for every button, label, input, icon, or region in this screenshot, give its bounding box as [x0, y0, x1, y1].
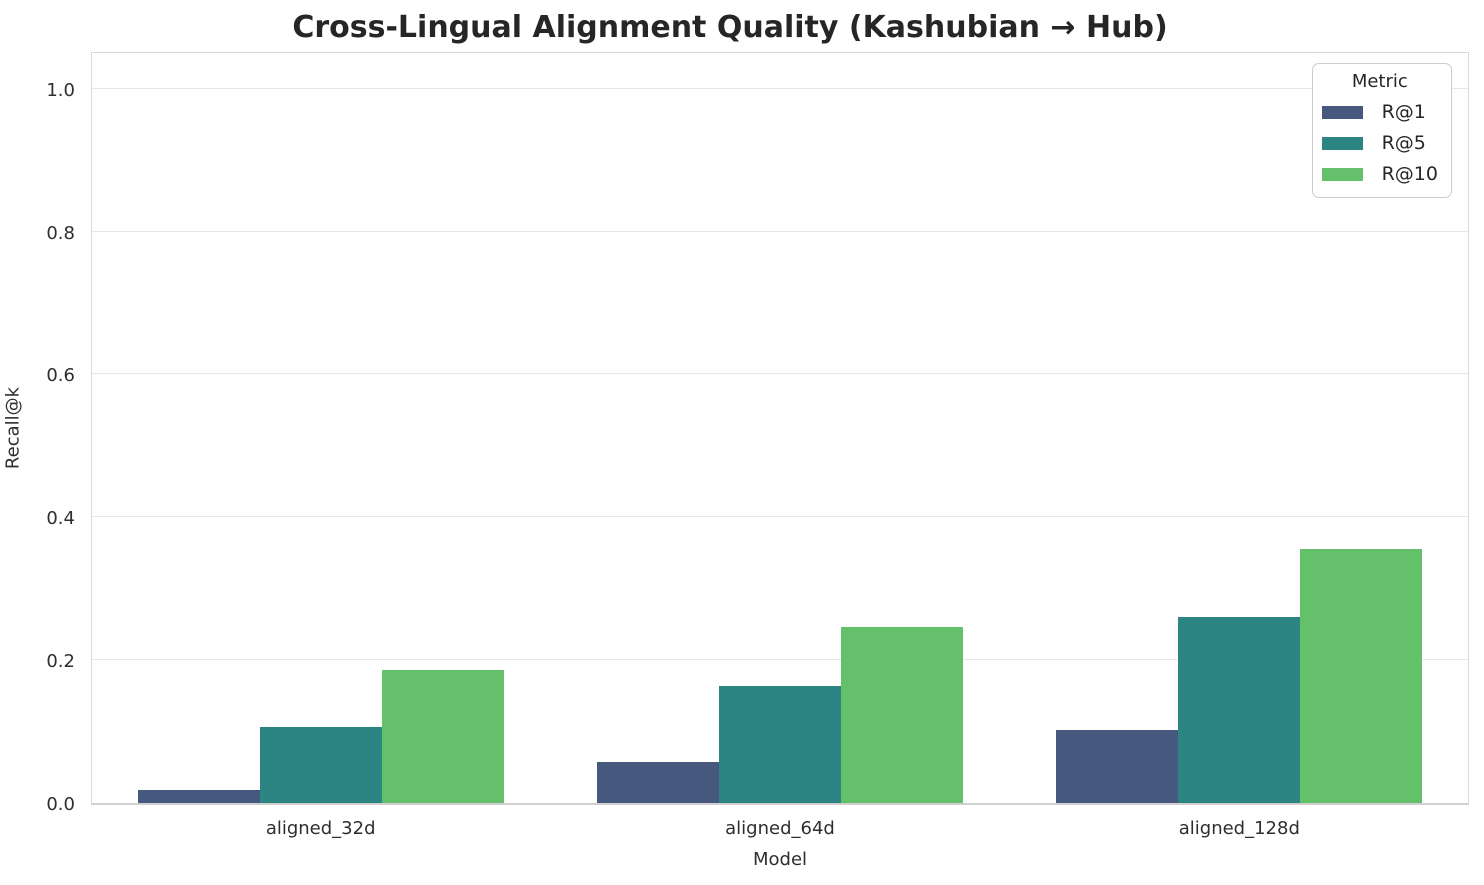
y-tick-label-1.0: 1.0: [46, 79, 75, 101]
legend-label-R@1: R@1: [1381, 101, 1426, 123]
y-tick-label-0.0: 0.0: [46, 794, 75, 815]
plot-area: Metric R@1 R@5 R@10: [91, 52, 1469, 805]
bar-aligned_64d-R@1: [597, 761, 719, 803]
legend-label-R@10: R@10: [1381, 163, 1438, 185]
bar-group-aligned_64d: [551, 53, 1010, 803]
y-tick-label-0.6: 0.6: [46, 365, 75, 387]
gridline-y-0.2: [92, 659, 1468, 661]
legend-title: Metric: [1351, 71, 1408, 92]
bar-group-aligned_32d: [92, 53, 551, 803]
bar-aligned_32d-R@1: [138, 790, 261, 803]
bar-aligned_128d-R@10: [1299, 549, 1422, 803]
legend-label-R@5: R@5: [1381, 132, 1426, 154]
chart-title: Cross-Lingual Alignment Quality (Kashubi…: [292, 10, 1168, 45]
legend-entry-R@10: R@10: [1321, 163, 1438, 185]
x-tick-label-aligned_64d: aligned_64d: [725, 818, 835, 839]
gridline-y-1.0: [92, 87, 1468, 89]
y-tick-label-0.2: 0.2: [46, 651, 75, 673]
x-axis-tick-labels: aligned_32d aligned_64d aligned_128d: [91, 818, 1469, 839]
bar-aligned_32d-R@10: [382, 670, 505, 803]
y-tick-label-0.8: 0.8: [46, 222, 75, 244]
x-tick-label-aligned_32d: aligned_32d: [265, 818, 376, 839]
legend-entry-R@5: R@5: [1321, 132, 1438, 154]
gridline-y-0.8: [92, 230, 1468, 232]
legend-swatch-R@5: [1321, 136, 1363, 150]
bar-group-aligned_128d: [1009, 53, 1468, 803]
bar-aligned_128d-R@5: [1177, 617, 1300, 803]
bar-aligned_128d-R@1: [1055, 730, 1178, 803]
gridline-y-0.6: [92, 373, 1468, 375]
y-axis-tick-labels: 0.0 0.2 0.4 0.6 0.8 1.0: [0, 52, 91, 815]
legend-swatch-R@10: [1321, 167, 1363, 181]
bar-aligned_64d-R@5: [719, 685, 841, 803]
bar-aligned_32d-R@5: [260, 727, 383, 803]
bar-aligned_64d-R@10: [841, 627, 963, 803]
legend-entry-R@1: R@1: [1321, 101, 1438, 123]
legend-swatch-R@1: [1321, 105, 1363, 119]
y-tick-label-0.4: 0.4: [46, 508, 75, 530]
legend: Metric R@1 R@5 R@10: [1311, 63, 1452, 198]
x-axis-label: Model: [752, 849, 808, 870]
legend-entries: R@1 R@5 R@10: [1321, 101, 1438, 185]
gridline-y-0.4: [92, 516, 1468, 518]
x-tick-label-aligned_128d: aligned_128d: [1178, 818, 1300, 839]
bar-groups: [92, 53, 1468, 803]
